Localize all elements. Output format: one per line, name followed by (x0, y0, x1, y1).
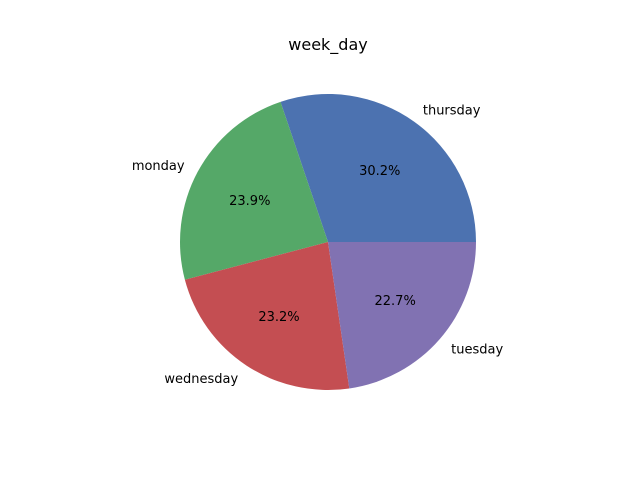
slice-label-thursday: thursday (423, 104, 481, 119)
slice-percent-wednesday: 23.2% (258, 310, 299, 325)
chart-title: week_day (288, 35, 367, 55)
pie-slice-monday (180, 101, 328, 280)
slice-percent-tuesday: 22.7% (375, 294, 416, 309)
pie-slice-wednesday (184, 242, 350, 391)
pie-slice-thursday (280, 94, 477, 242)
slice-label-monday: monday (132, 159, 185, 174)
slice-label-tuesday: tuesday (451, 343, 503, 358)
slice-percent-thursday: 30.2% (359, 164, 400, 179)
pie-slices (180, 94, 477, 391)
slice-label-wednesday: wednesday (164, 372, 238, 387)
pie-labels: thursday 30.2% monday 23.9% wednesday 23.2% tu… (132, 104, 504, 387)
pie-slice-tuesday (328, 242, 476, 389)
slice-percent-monday: 23.9% (229, 194, 270, 209)
